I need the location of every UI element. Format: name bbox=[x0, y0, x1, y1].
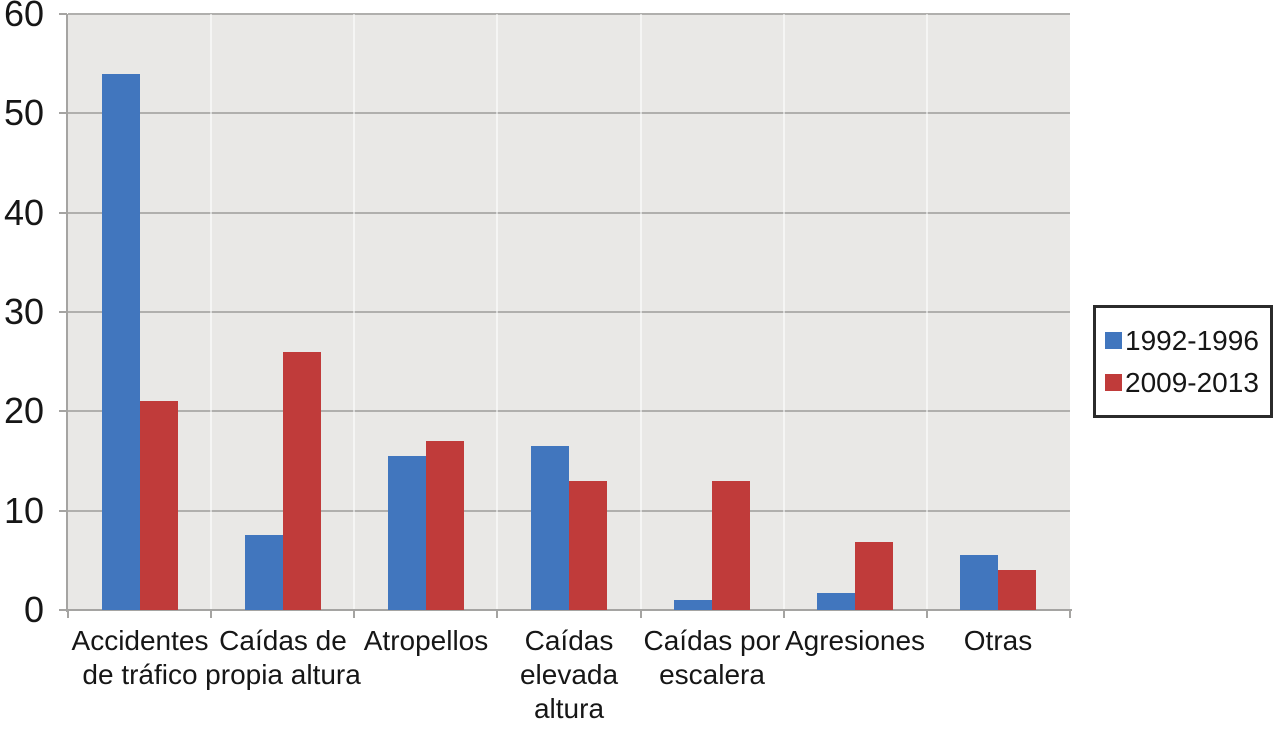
x-axis-label: Accidentes de tráfico bbox=[71, 625, 209, 690]
x-axis-tick bbox=[496, 611, 499, 618]
legend-label-2009-2013: 2009-2013 bbox=[1125, 366, 1259, 398]
bar-1992-1996 bbox=[531, 446, 569, 610]
y-axis-tick bbox=[59, 13, 67, 15]
x-axis-label: Caídas elevada altura bbox=[519, 625, 619, 724]
y-axis-tick bbox=[59, 410, 67, 413]
bar-2009-2013 bbox=[712, 481, 750, 610]
bar-1992-1996 bbox=[388, 456, 426, 610]
category-separator bbox=[210, 14, 213, 610]
x-axis-tick bbox=[353, 611, 356, 618]
legend-item: 1992-1996 bbox=[1105, 324, 1270, 356]
y-gridline bbox=[68, 13, 1070, 15]
legend-label-1992-1996: 1992-1996 bbox=[1125, 324, 1259, 356]
bar-1992-1996 bbox=[245, 535, 283, 610]
x-axis-tick bbox=[210, 611, 213, 618]
legend-swatch-2009-2013 bbox=[1105, 374, 1122, 391]
bar-2009-2013 bbox=[283, 352, 321, 610]
category-separator bbox=[782, 14, 785, 610]
bar-2009-2013 bbox=[569, 481, 607, 610]
x-axis-label: Otras bbox=[963, 625, 1033, 656]
legend-swatch-1992-1996 bbox=[1105, 332, 1122, 349]
y-gridline bbox=[68, 410, 1070, 413]
y-axis-tick bbox=[59, 112, 67, 115]
x-axis-label: Caídas por escalera bbox=[643, 625, 781, 690]
x-axis-line bbox=[66, 609, 1072, 611]
bar-1992-1996 bbox=[960, 555, 998, 610]
x-axis-label: Caídas de propia altura bbox=[205, 625, 361, 690]
x-axis-tick bbox=[782, 611, 785, 618]
y-gridline bbox=[68, 211, 1070, 214]
y-axis-tick bbox=[59, 311, 67, 313]
x-axis-tick bbox=[1069, 611, 1071, 618]
category-separator bbox=[353, 14, 356, 610]
x-axis-tick bbox=[67, 611, 69, 618]
y-tick-label: 50 bbox=[3, 92, 44, 134]
x-axis-tick bbox=[925, 611, 928, 618]
x-axis-label: Atropellos bbox=[363, 625, 489, 656]
legend-item: 2009-2013 bbox=[1105, 366, 1270, 398]
y-axis-tick bbox=[59, 609, 67, 611]
y-gridline bbox=[68, 311, 1070, 313]
y-tick-label: 20 bbox=[3, 390, 44, 432]
bar-1992-1996 bbox=[817, 593, 855, 610]
y-tick-label: 10 bbox=[3, 489, 44, 531]
legend: 1992-1996 2009-2013 bbox=[1093, 305, 1273, 418]
category-separator bbox=[639, 14, 642, 610]
y-tick-label: 60 bbox=[3, 0, 44, 34]
y-tick-label: 0 bbox=[23, 589, 44, 630]
y-tick-label: 30 bbox=[3, 291, 44, 332]
category-separator bbox=[925, 14, 928, 610]
bar-2009-2013 bbox=[426, 441, 464, 610]
y-axis-tick bbox=[59, 211, 67, 214]
bar-2009-2013 bbox=[998, 570, 1036, 610]
category-separator bbox=[496, 14, 499, 610]
bar-2009-2013 bbox=[855, 542, 893, 610]
y-tick-label: 40 bbox=[3, 191, 44, 233]
y-axis-line bbox=[66, 14, 68, 612]
bar-1992-1996 bbox=[674, 600, 712, 610]
bar-2009-2013 bbox=[140, 401, 178, 610]
bar-1992-1996 bbox=[102, 74, 140, 610]
y-axis-tick bbox=[59, 509, 67, 512]
x-axis-label: Agresiones bbox=[784, 625, 926, 656]
y-gridline bbox=[68, 112, 1070, 115]
x-axis-tick bbox=[639, 611, 642, 618]
